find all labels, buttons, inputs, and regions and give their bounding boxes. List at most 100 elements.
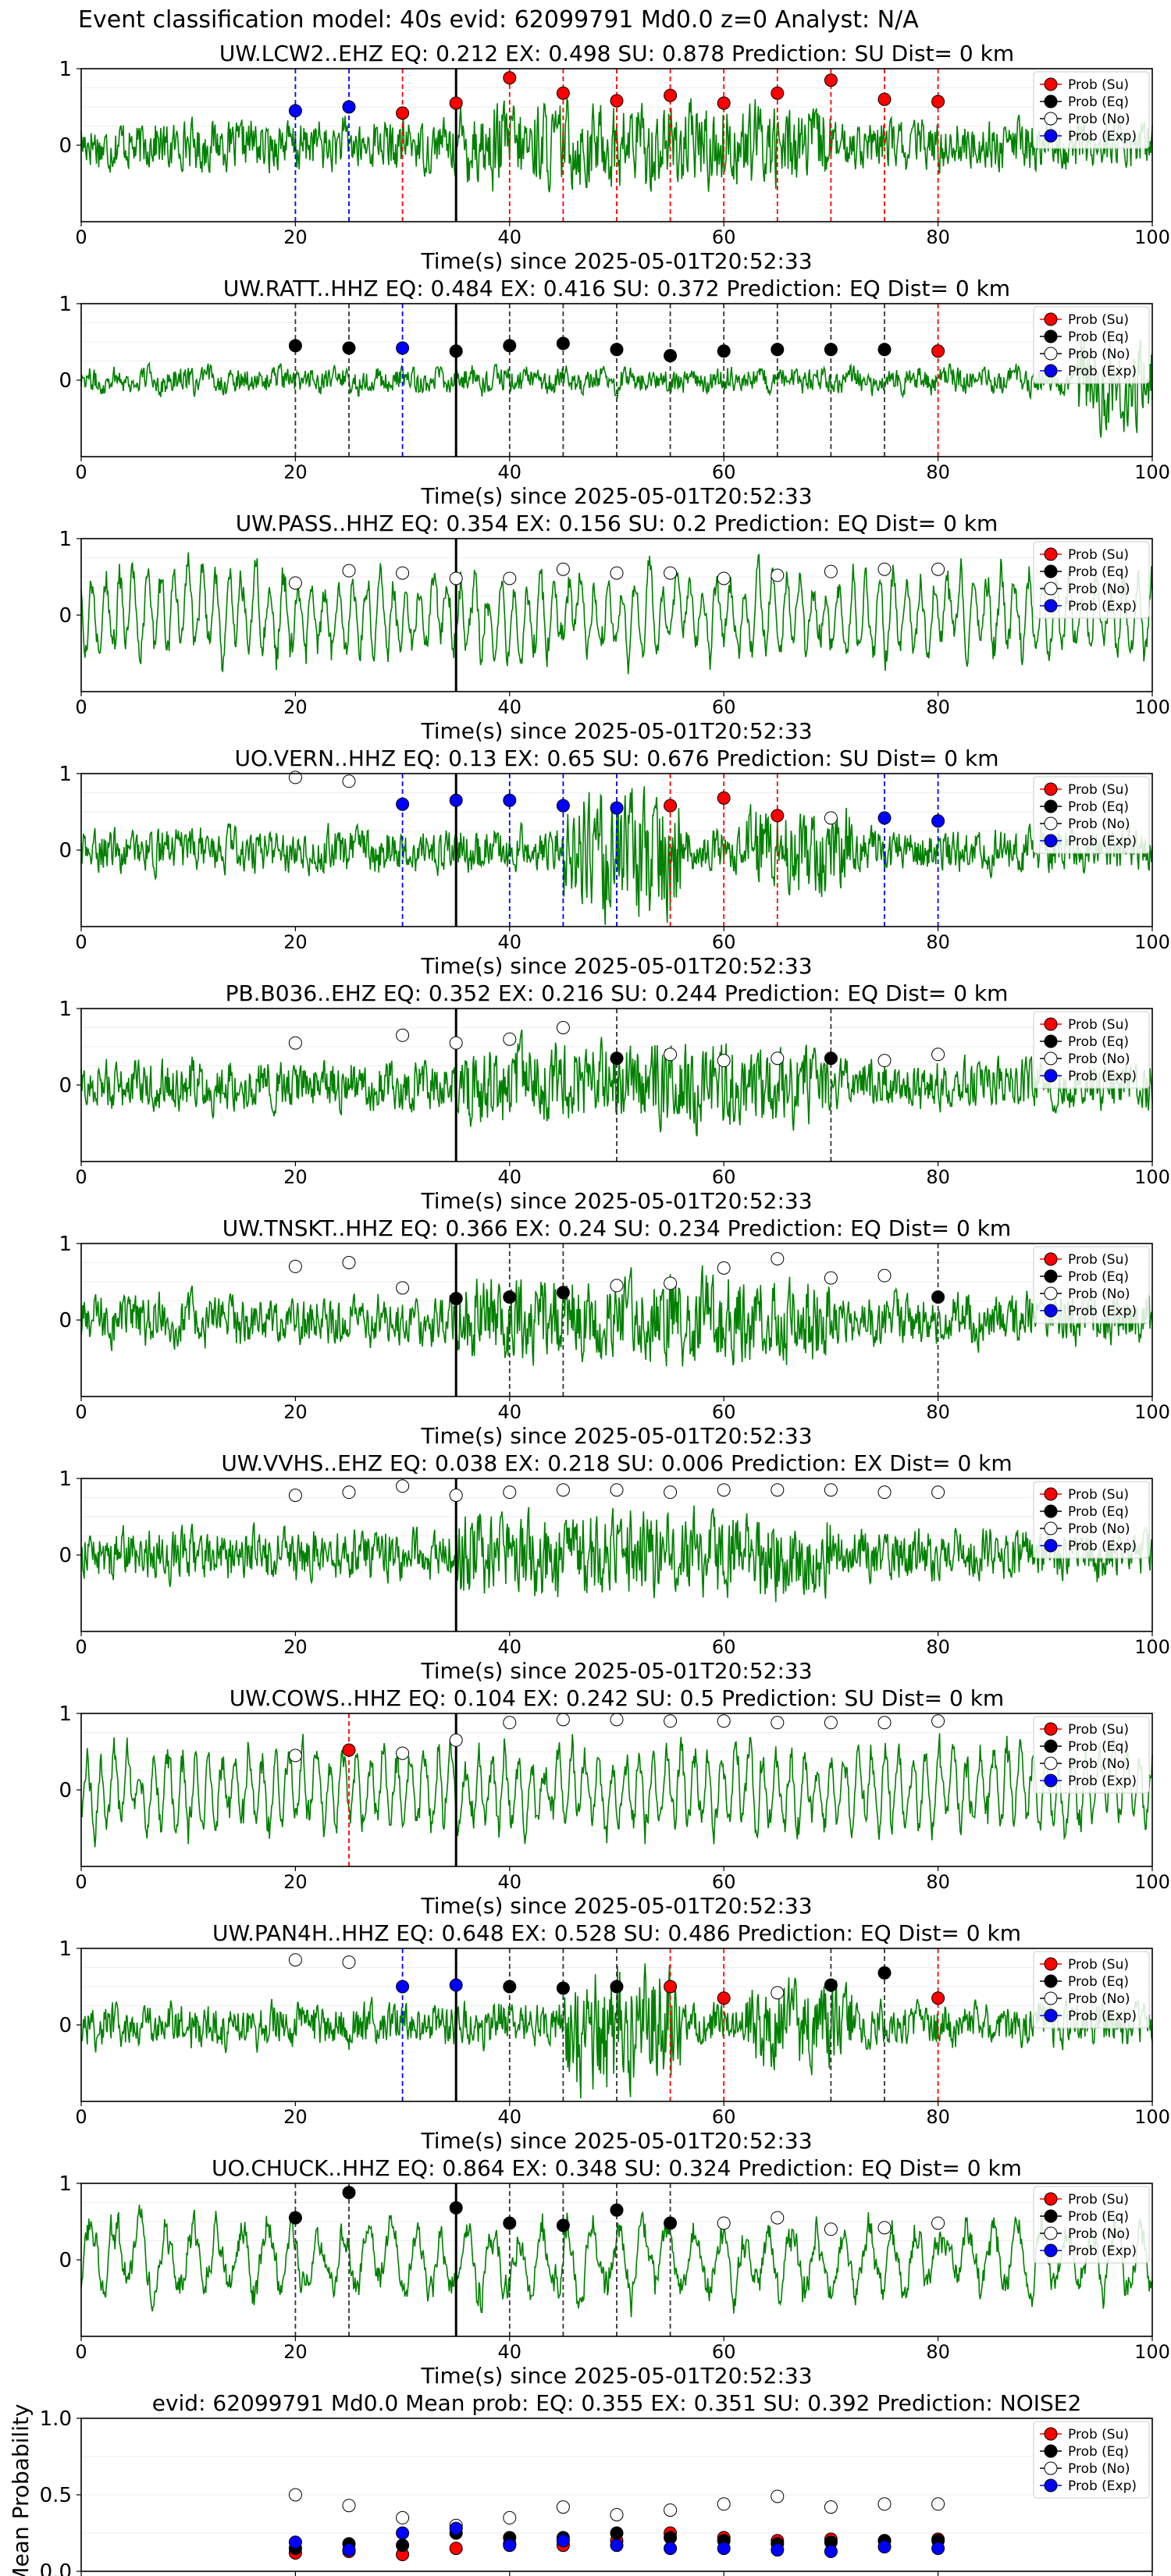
figure-suptitle: Event classification model: 40s evid: 62… bbox=[78, 6, 919, 34]
legend-marker-su bbox=[1044, 1487, 1058, 1501]
x-tick-label: 40 bbox=[498, 461, 522, 483]
legend-marker-no bbox=[1044, 1756, 1058, 1770]
x-tick-label: 100 bbox=[1134, 1401, 1170, 1423]
prob-marker-no bbox=[931, 2216, 945, 2230]
prob-marker-su bbox=[556, 86, 570, 100]
y-tick-label: 1 bbox=[59, 58, 72, 81]
prob-marker-eq bbox=[664, 2216, 678, 2230]
station-panel-6: UW.VVHS..EHZ EQ: 0.038 EX: 0.218 SU: 0.0… bbox=[59, 1450, 1169, 1684]
mean-marker-eq bbox=[396, 2539, 410, 2553]
prob-marker-no bbox=[288, 1259, 302, 1273]
prob-marker-exp bbox=[396, 341, 410, 355]
legend-marker-su bbox=[1044, 2192, 1058, 2206]
legend-label-su: Prob (Su) bbox=[1068, 547, 1129, 563]
prob-marker-no bbox=[449, 1036, 463, 1050]
prob-marker-eq bbox=[717, 344, 731, 358]
x-tick-label: 60 bbox=[712, 2341, 736, 2363]
prob-marker-no bbox=[556, 562, 570, 576]
legend-marker-no bbox=[1044, 2226, 1058, 2240]
legend-label-no: Prob (No) bbox=[1068, 1521, 1130, 1537]
prob-marker-no bbox=[288, 1749, 302, 1763]
legend-label-exp: Prob (Exp) bbox=[1068, 2478, 1137, 2494]
legend-label-eq: Prob (Eq) bbox=[1068, 799, 1129, 815]
legend-label-eq: Prob (Eq) bbox=[1068, 564, 1129, 580]
x-tick-label: 100 bbox=[1134, 2341, 1170, 2363]
legend-label-no: Prob (No) bbox=[1068, 1051, 1130, 1067]
legend-label-su: Prob (Su) bbox=[1068, 77, 1129, 93]
prob-marker-exp bbox=[503, 793, 517, 807]
prob-marker-eq bbox=[556, 1286, 570, 1300]
prob-marker-su bbox=[771, 809, 785, 823]
prob-marker-su bbox=[664, 799, 678, 813]
legend-marker-su bbox=[1044, 312, 1058, 326]
prob-marker-eq bbox=[931, 1290, 945, 1304]
mean-marker-no bbox=[288, 2488, 302, 2502]
prob-marker-no bbox=[610, 1279, 624, 1293]
x-tick-label: 60 bbox=[712, 226, 736, 248]
legend-label-eq: Prob (Eq) bbox=[1068, 1269, 1129, 1285]
prob-marker-eq bbox=[503, 2216, 517, 2230]
legend-label-exp: Prob (Exp) bbox=[1068, 834, 1137, 849]
prob-marker-su bbox=[824, 73, 838, 87]
station-panel-1: UW.RATT..HHZ EQ: 0.484 EX: 0.416 SU: 0.3… bbox=[59, 276, 1169, 509]
panel-title: evid: 62099791 Md0.0 Mean prob: EQ: 0.35… bbox=[152, 2390, 1082, 2416]
prob-marker-no bbox=[342, 1256, 356, 1269]
x-tick-label: 20 bbox=[283, 461, 308, 483]
legend-label-su: Prob (Su) bbox=[1068, 1487, 1129, 1503]
mean-marker-exp bbox=[717, 2542, 731, 2556]
legend-label-no: Prob (No) bbox=[1068, 2226, 1130, 2242]
legend-frame bbox=[1033, 2421, 1150, 2499]
legend-marker-no bbox=[1044, 112, 1058, 126]
legend-frame bbox=[1033, 2186, 1150, 2264]
prob-marker-no bbox=[396, 1746, 410, 1760]
y-tick-label: 0 bbox=[59, 839, 72, 863]
legend-label-eq: Prob (Eq) bbox=[1068, 1034, 1129, 1050]
legend-marker-exp bbox=[1044, 129, 1058, 143]
y-tick-label: 1 bbox=[59, 2172, 72, 2196]
prob-marker-eq bbox=[342, 2186, 356, 2200]
mean-marker-eq bbox=[610, 2526, 624, 2540]
prob-marker-no bbox=[610, 1483, 624, 1497]
prob-marker-eq bbox=[288, 339, 302, 353]
legend-label-no: Prob (No) bbox=[1068, 112, 1130, 127]
mean-marker-no bbox=[664, 2503, 678, 2517]
x-tick-label: 80 bbox=[926, 1871, 950, 1893]
prob-marker-no bbox=[396, 566, 410, 580]
prob-marker-no bbox=[717, 571, 731, 585]
prob-marker-no bbox=[503, 1032, 517, 1046]
legend-marker-su bbox=[1044, 2427, 1058, 2441]
mean-marker-exp bbox=[877, 2540, 892, 2554]
legend: Prob (Su)Prob (Eq)Prob (No)Prob (Exp) bbox=[1033, 71, 1150, 149]
prob-marker-eq bbox=[449, 1292, 463, 1306]
prob-marker-exp bbox=[556, 799, 570, 813]
mean-marker-no bbox=[717, 2497, 731, 2511]
x-tick-label: 80 bbox=[926, 1636, 950, 1658]
prob-marker-su bbox=[717, 1991, 731, 2005]
legend-label-exp: Prob (Exp) bbox=[1068, 1304, 1137, 1319]
x-tick-label: 80 bbox=[926, 461, 950, 483]
legend-marker-exp bbox=[1044, 2008, 1058, 2023]
x-tick-label: 40 bbox=[498, 931, 522, 953]
x-tick-label: 80 bbox=[926, 1401, 950, 1423]
waveform-trace bbox=[80, 333, 1153, 438]
x-tick-label: 100 bbox=[1134, 1166, 1170, 1188]
y-tick-label: 1 bbox=[59, 998, 72, 1021]
x-axis-label: Time(s) since 2025-05-01T20:52:33 bbox=[420, 2128, 812, 2154]
legend: Prob (Su)Prob (Eq)Prob (No)Prob (Exp) bbox=[1033, 1481, 1150, 1559]
prob-marker-no bbox=[877, 1054, 892, 1068]
x-tick-label: 100 bbox=[1134, 931, 1170, 953]
prob-marker-exp bbox=[449, 793, 463, 807]
prob-marker-no bbox=[877, 1268, 892, 1283]
mean-marker-exp bbox=[342, 2543, 356, 2557]
legend: Prob (Su)Prob (Eq)Prob (No)Prob (Exp) bbox=[1033, 776, 1150, 854]
mean-marker-exp bbox=[503, 2539, 517, 2553]
prob-marker-eq bbox=[610, 1980, 624, 1994]
x-tick-label: 40 bbox=[498, 696, 522, 718]
y-tick-label: 0 bbox=[59, 2014, 72, 2037]
prob-marker-su bbox=[717, 96, 731, 110]
legend-marker-exp bbox=[1044, 1304, 1058, 1318]
x-axis-label: Time(s) since 2025-05-01T20:52:33 bbox=[420, 1423, 812, 1449]
waveform-trace bbox=[80, 1265, 1153, 1367]
prob-marker-eq bbox=[342, 341, 356, 355]
x-axis-label: Time(s) since 2025-05-01T20:52:33 bbox=[420, 1188, 812, 1214]
